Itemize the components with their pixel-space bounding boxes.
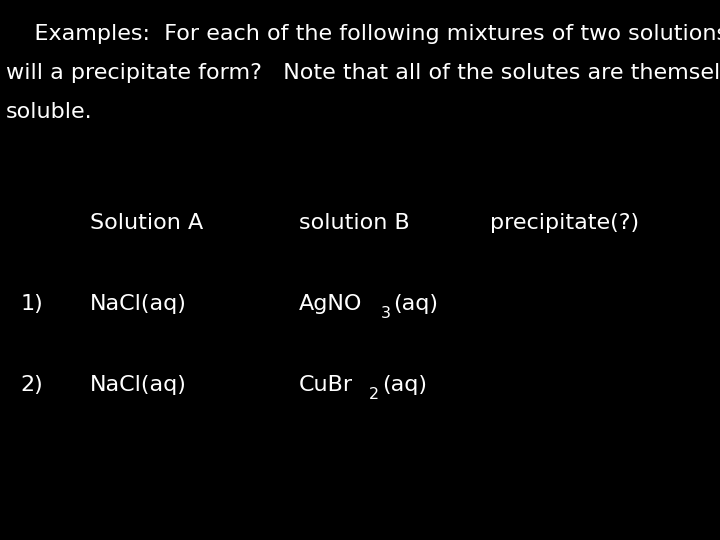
Text: 2): 2) <box>20 375 43 395</box>
Text: AgNO: AgNO <box>299 294 362 314</box>
Text: soluble.: soluble. <box>6 102 92 122</box>
Text: will a precipitate form?   Note that all of the solutes are themselves: will a precipitate form? Note that all o… <box>6 63 720 83</box>
Text: solution B: solution B <box>299 213 410 233</box>
Text: Examples:  For each of the following mixtures of two solutions: Examples: For each of the following mixt… <box>6 24 720 44</box>
Text: Solution A: Solution A <box>90 213 203 233</box>
Text: (aq): (aq) <box>382 375 427 395</box>
Text: NaCl(aq): NaCl(aq) <box>90 375 187 395</box>
Text: 2: 2 <box>369 387 379 402</box>
Text: NaCl(aq): NaCl(aq) <box>90 294 187 314</box>
Text: (aq): (aq) <box>393 294 438 314</box>
Text: CuBr: CuBr <box>299 375 353 395</box>
Text: 1): 1) <box>20 294 43 314</box>
Text: precipitate(?): precipitate(?) <box>490 213 639 233</box>
Text: 3: 3 <box>381 306 390 321</box>
